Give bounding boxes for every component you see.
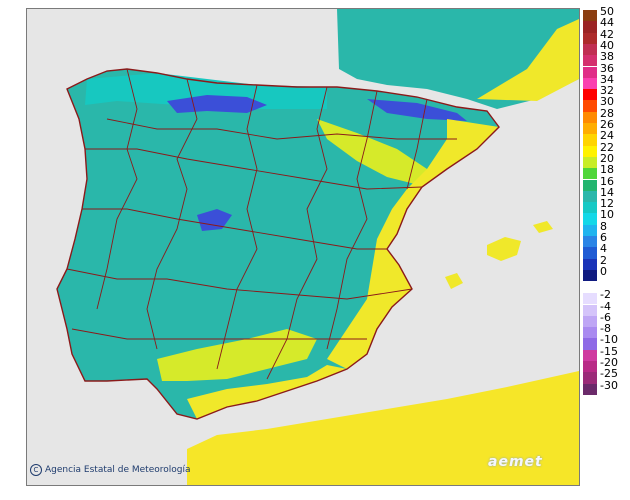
temperature-map (26, 8, 580, 486)
legend-label: 42 (600, 27, 614, 41)
legend-swatch (583, 32, 597, 44)
map-canvas (56, 9, 579, 485)
temperature-legend: 50 44 42 40 38 36 34 32 30 28 26 24 22 20 18 16 14 12 10 8 6… (583, 6, 630, 485)
mediterranean-coast (327, 119, 499, 369)
legend-swatch (583, 269, 597, 282)
guadalquivir-valley (157, 329, 317, 381)
legend-label: 28 (600, 106, 614, 120)
north-africa (187, 371, 579, 485)
legend-label: 20 (600, 151, 614, 165)
iberian-peninsula (57, 69, 499, 419)
legend-swatch (583, 349, 597, 361)
legend-label: -30 (600, 378, 618, 392)
legend-swatch (583, 202, 597, 214)
legend-swatch (583, 179, 597, 191)
legend-swatch (583, 338, 597, 350)
legend-label: 0 (600, 264, 607, 278)
central-system (197, 209, 232, 231)
legend-label: 22 (600, 140, 614, 154)
credit: C Agencia Estatal de Meteorología (30, 464, 191, 476)
legend-label: -10 (600, 333, 618, 347)
legend-swatch (583, 327, 597, 339)
legend-label: -15 (600, 344, 618, 358)
coastline-outline (56, 68, 500, 420)
legend-label: 6 (600, 231, 607, 244)
legend-label: -6 (600, 310, 611, 324)
legend-swatch (583, 224, 597, 236)
legend-swatch (583, 21, 597, 33)
legend-label: 26 (600, 118, 614, 131)
legend-swatch (583, 190, 597, 203)
legend-label: 36 (600, 61, 614, 75)
legend-label: -4 (600, 299, 611, 313)
legend-swatch (583, 134, 597, 146)
legend-label: 24 (600, 129, 614, 143)
north-coast-band (85, 73, 327, 109)
mallorca (487, 237, 521, 261)
legend-swatch (583, 247, 597, 259)
legend-swatch (583, 236, 597, 248)
legend-swatch (583, 293, 597, 305)
legend-swatch (583, 89, 597, 101)
legend-label: 16 (600, 174, 614, 188)
legend-label: -8 (600, 322, 611, 336)
legend-label: -2 (600, 288, 611, 302)
legend-label: 18 (600, 163, 614, 177)
legend-label: 30 (600, 95, 614, 109)
legend-swatch (583, 66, 597, 78)
province-borders (66, 68, 457, 380)
legend-label: -25 (600, 367, 618, 381)
ibiza (445, 273, 463, 289)
legend-swatch (583, 383, 597, 395)
legend-label: 14 (600, 185, 614, 199)
legend-swatch (583, 315, 597, 328)
legend-swatch (583, 304, 597, 316)
legend-swatch (583, 55, 597, 67)
south-coast (187, 365, 347, 419)
legend-label: 8 (600, 219, 607, 233)
pyrenees (367, 99, 467, 121)
legend-label: 2 (600, 253, 607, 267)
legend-swatch (583, 361, 597, 373)
legend-label: 4 (600, 242, 607, 256)
france-med-coast (477, 19, 579, 101)
legend-label: 10 (600, 208, 614, 222)
legend-label: 34 (600, 72, 614, 86)
legend-label: 12 (600, 197, 614, 211)
legend-swatch (583, 258, 597, 270)
legend-swatch (583, 168, 597, 180)
legend-label: 40 (600, 38, 614, 52)
legend-swatch (583, 145, 597, 157)
legend-swatch (583, 43, 597, 56)
legend-swatch (583, 156, 597, 169)
ebro-valley (317, 119, 427, 185)
legend-swatch (583, 372, 597, 384)
legend-label: -20 (600, 356, 618, 369)
legend-swatch (583, 111, 597, 123)
credit-text: Agencia Estatal de Meteorología (45, 465, 191, 475)
legend-label: 44 (600, 16, 614, 30)
legend-swatch (583, 213, 597, 225)
legend-label: 32 (600, 84, 614, 98)
legend-swatch (583, 10, 597, 22)
menorca (533, 221, 553, 233)
aemet-logo: aemet (488, 454, 543, 470)
legend-swatch (583, 77, 597, 90)
legend-label: 50 (600, 5, 614, 18)
legend-swatch (583, 100, 597, 112)
legend-label: 38 (600, 50, 614, 64)
copyright-icon: C (30, 464, 42, 476)
legend-swatch (583, 123, 597, 135)
